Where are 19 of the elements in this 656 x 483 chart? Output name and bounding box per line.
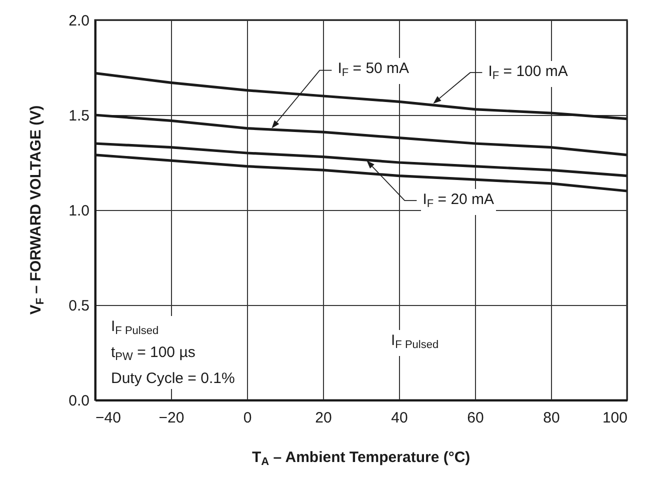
- y-tick-label: 2.0: [68, 12, 90, 30]
- y-tick-label: 1.5: [68, 108, 90, 124]
- y-tick-label: 1.0: [68, 202, 90, 220]
- x-tick-label: 80: [543, 410, 560, 426]
- annotation: I$_{F}$ = 20 mA: [420, 188, 496, 215]
- x-tick-label: 20: [315, 410, 332, 426]
- x-axis-title: T$_{A}$ – Ambient Temperature (°C): [250, 447, 472, 473]
- x-tick-label: −40: [96, 410, 121, 426]
- annotation: I$_{F Pulsed}$ t$_{PW}$ = 100 µs Duty Cycle = 0.1%: [109, 316, 237, 389]
- annotation: I$_{F}$ = 50 mA: [336, 58, 412, 84]
- x-tick-label: 60: [467, 410, 484, 426]
- x-tick-label: 0: [243, 410, 252, 426]
- annotation: I$_{F Pulsed}$: [389, 330, 441, 356]
- x-tick-label: 100: [602, 410, 628, 426]
- x-tick-label: 40: [391, 410, 408, 426]
- y-tick-label: 0.5: [68, 298, 90, 314]
- y-tick-label: 0.0: [68, 392, 90, 410]
- x-tick-label: −20: [158, 410, 184, 426]
- annotation: I$_{F}$ = 100 mA: [486, 60, 570, 87]
